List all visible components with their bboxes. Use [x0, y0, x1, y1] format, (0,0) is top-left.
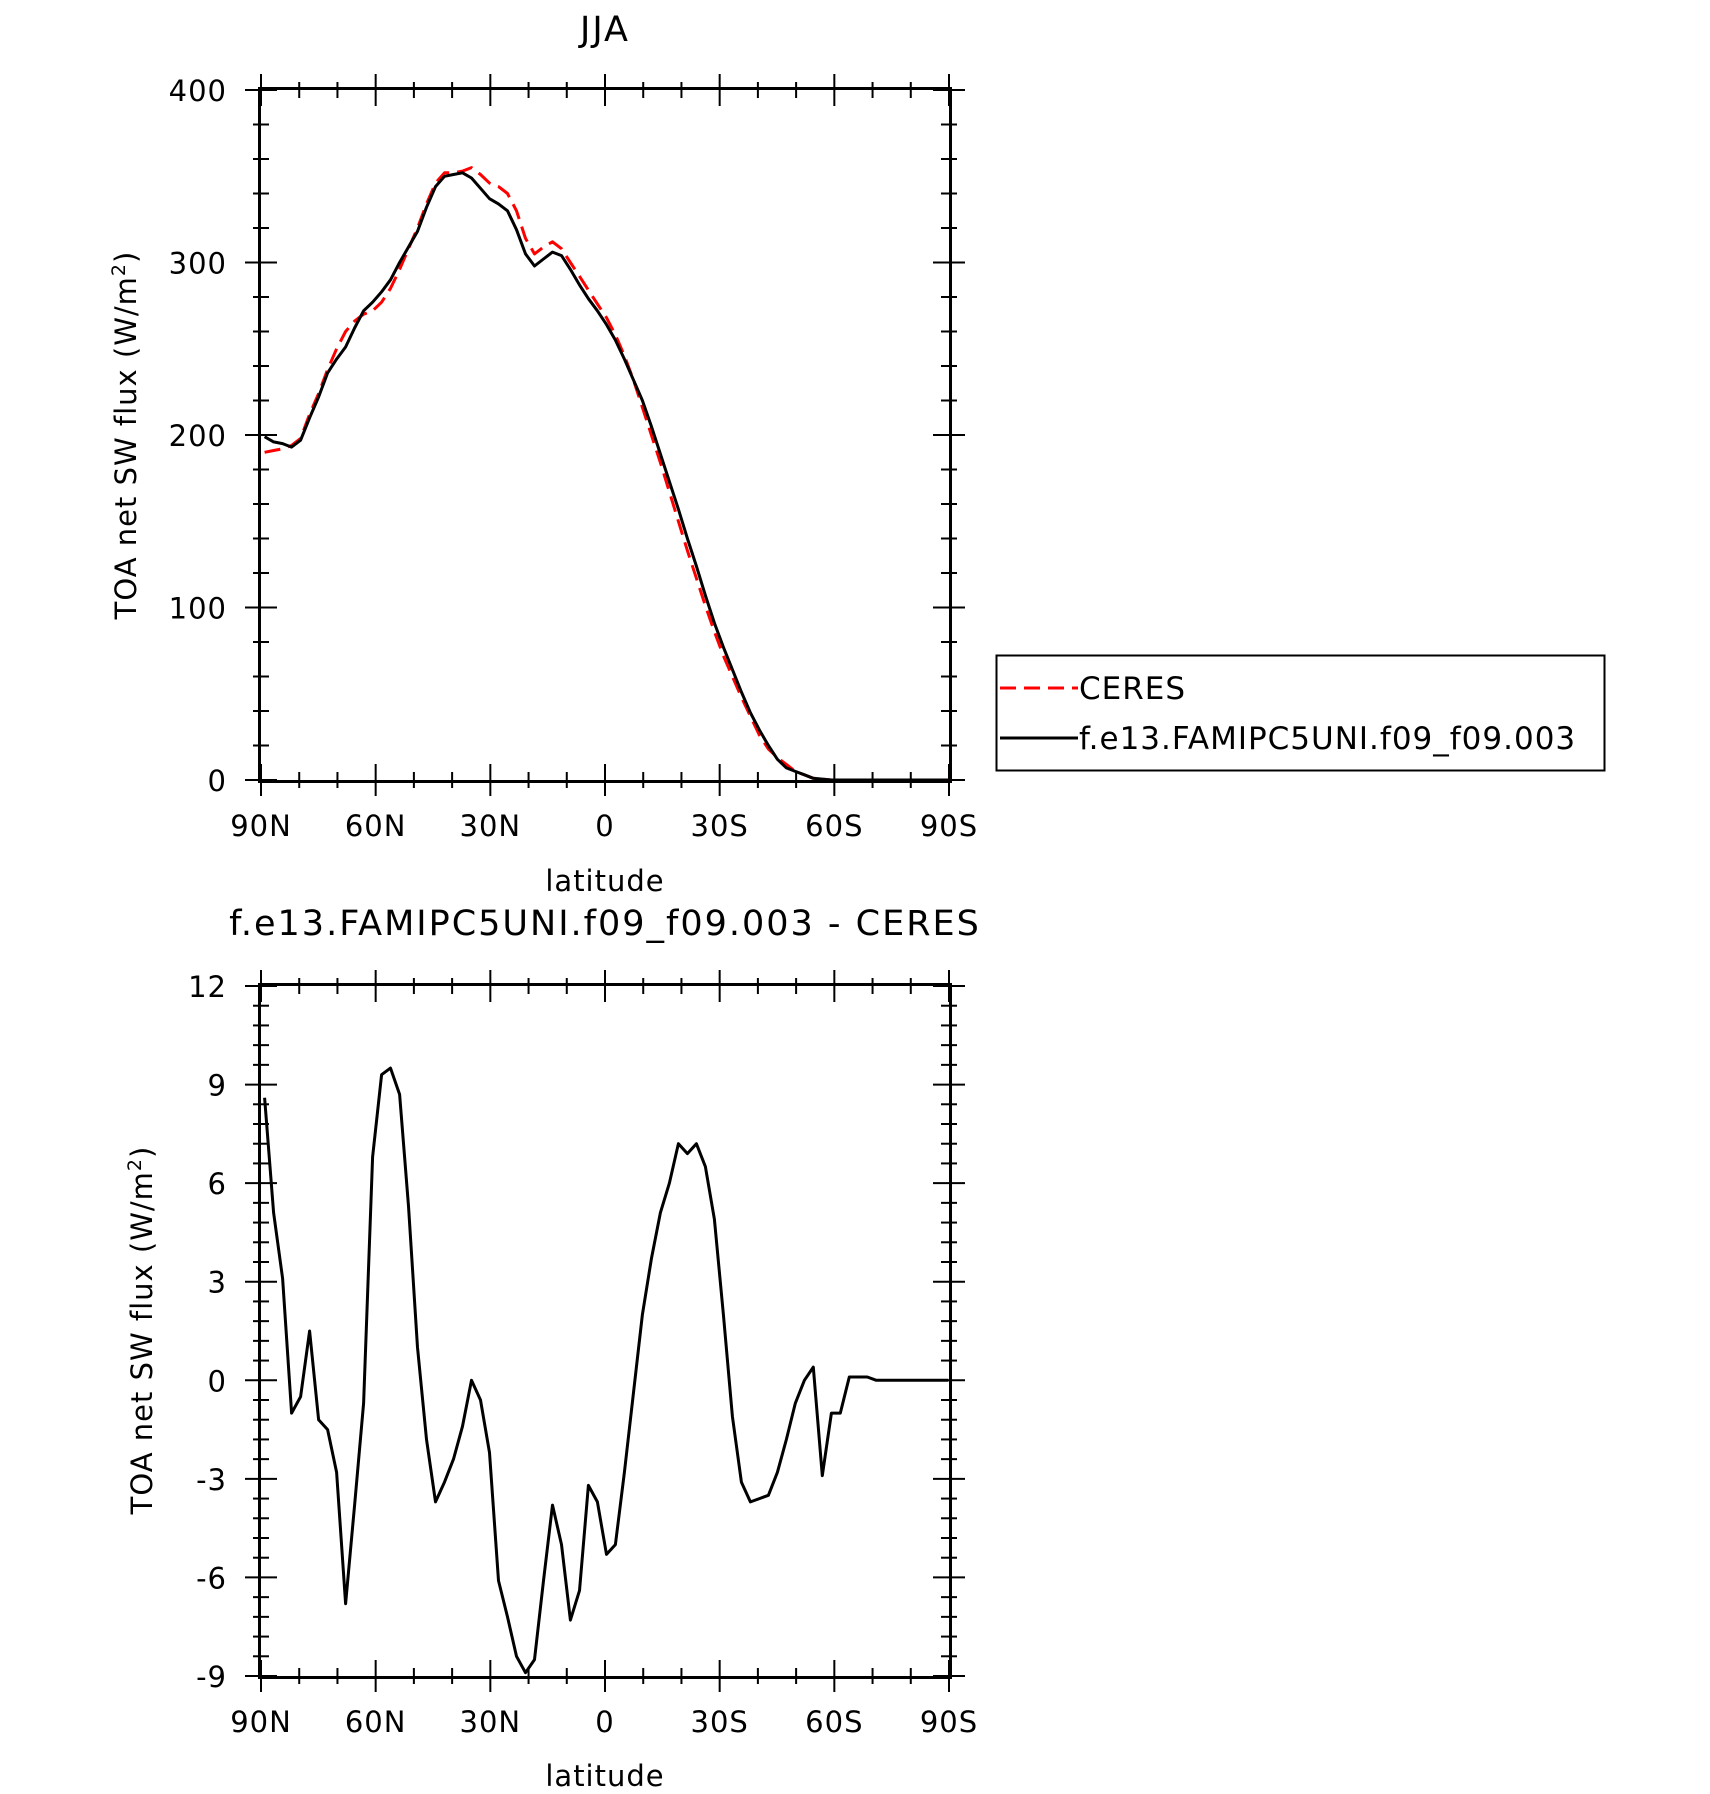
x-tick-label: 90S — [920, 809, 978, 843]
x-tick-label: 90S — [920, 1705, 978, 1739]
panel-bottom-x-axis-label: latitude — [545, 1759, 664, 1793]
y-tick-label: -3 — [196, 1463, 227, 1497]
y-tick-label: 12 — [188, 970, 227, 1004]
x-tick-label: 30N — [460, 1705, 522, 1739]
y-tick-label: -9 — [196, 1660, 227, 1694]
y-tick-label: 0 — [208, 764, 227, 798]
x-tick-label: 60S — [805, 1705, 863, 1739]
x-tick-label: 30S — [691, 809, 749, 843]
panel-top-title: JJA — [578, 10, 630, 50]
legend-box — [995, 654, 1606, 772]
panel-bottom-y-ticks: -9 -6 -3 0 3 6 9 12 — [188, 970, 965, 1694]
panel-top-y-axis-label: TOA net SW flux (W/m2) — [108, 251, 143, 621]
x-tick-label: 30N — [460, 809, 522, 843]
panel-top-y-ticks: 0 100 200 300 400 — [169, 74, 965, 798]
panel-bottom-plot-frame — [258, 983, 952, 1679]
legend-model-label: f.e13.FAMIPC5UNI.f09_f09.003 — [1079, 721, 1576, 757]
x-tick-label: 90N — [230, 809, 292, 843]
x-tick-label: 60S — [805, 809, 863, 843]
y-tick-label: 0 — [208, 1364, 227, 1398]
y-tick-label: 6 — [208, 1167, 227, 1201]
panel-top-x-axis-label: latitude — [545, 864, 664, 898]
series-line-1-2 — [263, 171, 949, 782]
panel-top-x-ticks: 90N 60N 30N 0 30S 60S 90S — [230, 74, 978, 843]
x-tick-label: 60N — [345, 1705, 407, 1739]
y-tick-label: -6 — [196, 1561, 227, 1595]
panel-bottom-title: f.e13.FAMIPC5UNI.f09_f09.003 - CERES — [229, 904, 981, 944]
panel-top-series — [263, 166, 949, 782]
panel-bottom-series — [263, 1066, 949, 1675]
panel-bottom-y-axis-label: TOA net SW flux (W/m2) — [124, 1146, 159, 1516]
x-tick-label: 0 — [595, 1705, 614, 1739]
series-line-2-1 — [263, 1066, 949, 1675]
y-tick-label: 300 — [169, 247, 227, 281]
y-tick-label: 3 — [208, 1266, 227, 1300]
x-tick-label: 90N — [230, 1705, 292, 1739]
y-tick-label: 9 — [208, 1069, 227, 1103]
panel-bottom: f.e13.FAMIPC5UNI.f09_f09.003 - CERES -9-… — [124, 904, 981, 1793]
x-tick-label: 60N — [345, 809, 407, 843]
legend-ceres-label: CERES — [1079, 671, 1186, 707]
y-tick-label: 200 — [169, 419, 227, 453]
series-line-1-1 — [264, 166, 949, 782]
panel-top-plot-frame — [258, 87, 952, 783]
panel-top-legend: CERES f.e13.FAMIPC5UNI.f09_f09.003 — [995, 654, 1606, 772]
panel-bottom-x-ticks: 90N 60N 30N 0 30S 60S 90S — [230, 970, 978, 1739]
y-tick-label: 400 — [169, 74, 227, 108]
x-tick-label: 0 — [595, 809, 614, 843]
panel-top: JJA 0 100 200 300 400 90N 60N 30N 0 30S 60S 90S la… — [108, 10, 1606, 898]
x-tick-label: 30S — [691, 1705, 749, 1739]
y-tick-label: 100 — [169, 592, 227, 626]
